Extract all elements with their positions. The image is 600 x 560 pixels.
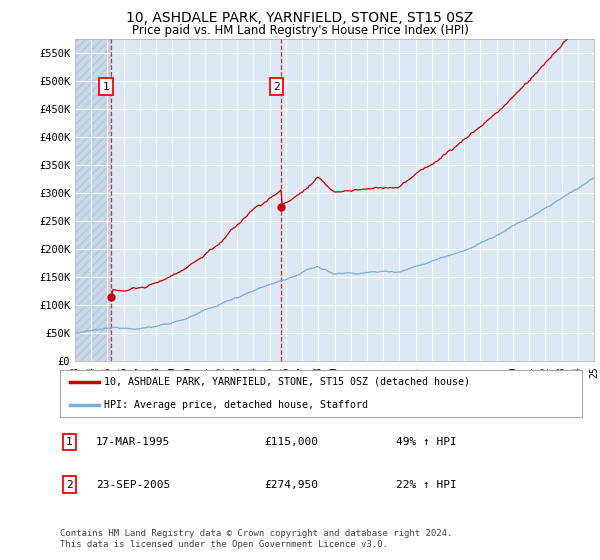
- Text: 2: 2: [273, 82, 280, 92]
- Text: HPI: Average price, detached house, Stafford: HPI: Average price, detached house, Staf…: [104, 400, 368, 410]
- Text: Price paid vs. HM Land Registry's House Price Index (HPI): Price paid vs. HM Land Registry's House …: [131, 24, 469, 36]
- Text: 49% ↑ HPI: 49% ↑ HPI: [396, 437, 457, 447]
- Text: £115,000: £115,000: [264, 437, 318, 447]
- Text: 23-SEP-2005: 23-SEP-2005: [96, 479, 170, 489]
- Bar: [75, 39, 111, 361]
- Text: 17-MAR-1995: 17-MAR-1995: [96, 437, 170, 447]
- Text: 10, ASHDALE PARK, YARNFIELD, STONE, ST15 0SZ: 10, ASHDALE PARK, YARNFIELD, STONE, ST15…: [127, 11, 473, 25]
- Text: 22% ↑ HPI: 22% ↑ HPI: [396, 479, 457, 489]
- Text: 10, ASHDALE PARK, YARNFIELD, STONE, ST15 0SZ (detached house): 10, ASHDALE PARK, YARNFIELD, STONE, ST15…: [104, 376, 470, 386]
- Text: 1: 1: [103, 82, 109, 92]
- Text: 2: 2: [66, 479, 73, 489]
- Text: 1: 1: [66, 437, 73, 447]
- Text: Contains HM Land Registry data © Crown copyright and database right 2024.
This d: Contains HM Land Registry data © Crown c…: [60, 529, 452, 549]
- Text: £274,950: £274,950: [264, 479, 318, 489]
